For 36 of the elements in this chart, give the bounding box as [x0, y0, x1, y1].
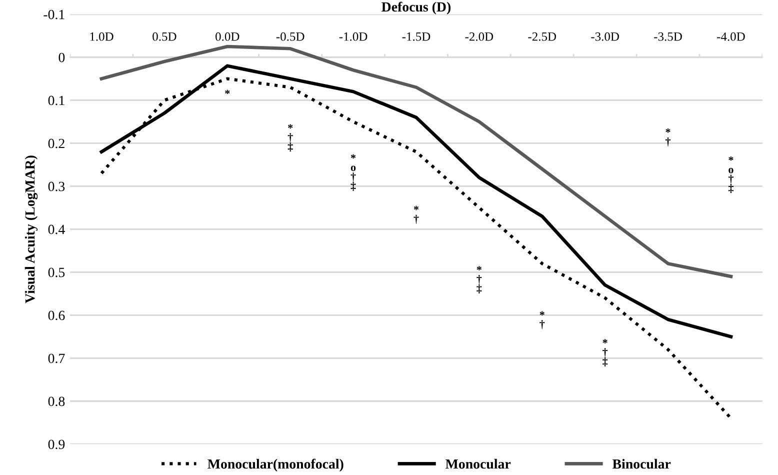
annotation: * — [225, 90, 230, 94]
annotation: * † — [540, 311, 545, 330]
annotation: * o † ‡ — [728, 156, 734, 194]
x-tick-label: -2.5D — [528, 32, 556, 41]
y-tick-label: 0.4 — [48, 224, 65, 234]
y-tick-label: 0.5 — [48, 268, 65, 278]
y-tick-label: 0 — [58, 52, 65, 62]
x-tick-label: -3.0D — [591, 32, 619, 41]
x-tick-label: 0.0D — [216, 32, 240, 41]
y-tick-label: 0.8 — [48, 396, 65, 406]
legend-label: Binocular — [612, 458, 671, 469]
y-tick-label: 0.9 — [48, 440, 65, 450]
annotation: * o † ‡ — [350, 154, 356, 191]
legend-label: Monocular — [446, 458, 511, 469]
annotation: * † ‡ — [476, 266, 482, 294]
x-tick-label: 0.5D — [152, 32, 176, 41]
y-tick-label: 0.7 — [48, 354, 65, 364]
annotation: * † — [666, 128, 671, 146]
y-tick-label: -0.1 — [44, 10, 64, 20]
x-tick-label: -3.5D — [654, 32, 682, 41]
x-tick-label: -2.0D — [465, 32, 494, 41]
x-tick-label: 1.0D — [90, 32, 114, 41]
x-axis-title: Defocus (D) — [382, 2, 451, 14]
x-tick-label: -0.5D — [276, 32, 304, 41]
annotation: * † ‡ — [602, 339, 608, 366]
y-tick-label: 0.3 — [48, 182, 65, 192]
annotation: * † ‡ — [288, 124, 293, 152]
annotation: * † — [414, 206, 419, 224]
x-tick-label: -1.5D — [402, 32, 430, 41]
x-tick-label: -1.0D — [339, 32, 368, 41]
y-axis-title: Visual Acuity (LogMAR) — [24, 156, 38, 304]
y-tick-label: 0.6 — [48, 310, 65, 320]
y-tick-label: 0.1 — [48, 96, 64, 106]
x-tick-label: -4.0D — [717, 32, 745, 41]
legend-label: Monocular(monofocal) — [208, 458, 344, 472]
y-tick-label: 0.2 — [48, 138, 64, 148]
